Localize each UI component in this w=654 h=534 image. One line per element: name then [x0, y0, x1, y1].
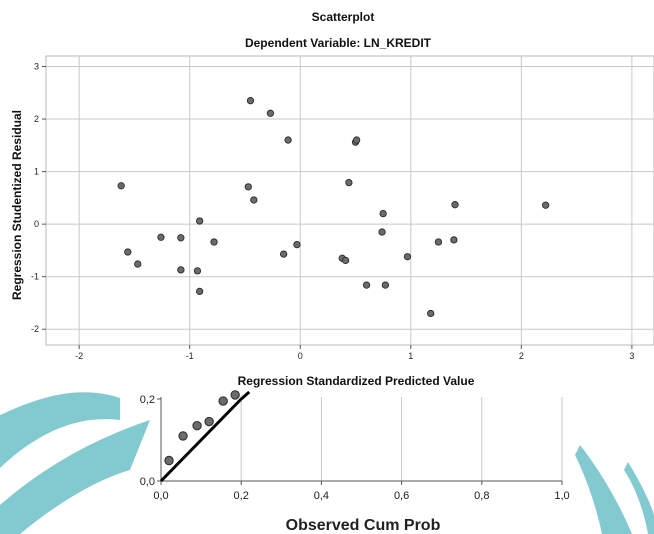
pp-x-tick-label: 0,8 [474, 490, 489, 502]
pp-y-tick-label: 0,2 [140, 394, 155, 406]
y-tick-label: -1 [31, 272, 39, 282]
pp-x-axis-label: Observed Cum Prob [286, 517, 441, 534]
y-tick-label: 1 [34, 167, 39, 177]
y-tick-label: 3 [34, 62, 39, 72]
y-tick-label: 2 [34, 114, 39, 124]
scatter-point [193, 267, 202, 275]
scatter-point [157, 233, 165, 241]
scatter-point [196, 287, 204, 296]
pp-point [192, 420, 202, 431]
scatter-point [177, 234, 185, 242]
x-tick-label: -2 [75, 351, 83, 361]
grid-lines [46, 56, 654, 345]
scatter-point [210, 238, 218, 246]
x-tick-label: 3 [629, 351, 634, 361]
pp-y-tick-label: 0,0 [140, 476, 155, 488]
scatter-point [352, 136, 361, 144]
x-axis-label: Regression Standardized Predicted Value [238, 374, 475, 388]
scatter-point [403, 253, 412, 261]
pp-reference-line-extension [240, 390, 251, 401]
y-axis-ticks: -2 -1 0 1 2 3 [31, 62, 46, 334]
plot-area [45, 55, 654, 346]
scatter-point [244, 183, 252, 191]
watermark-swoosh-right [575, 445, 632, 534]
scatter-point [362, 281, 371, 289]
scatter-point [117, 182, 125, 190]
scatter-point [542, 201, 550, 209]
scatter-point [250, 196, 258, 204]
pp-points [164, 390, 240, 466]
watermark-swoosh-right-2 [624, 462, 654, 534]
y-tick-label: 0 [34, 219, 39, 229]
scatter-point [246, 97, 255, 105]
pp-point [164, 455, 174, 466]
scatter-point [293, 240, 301, 249]
scatter-point [177, 266, 185, 274]
scatter-point [345, 178, 353, 187]
x-tick-label: 0 [298, 351, 303, 361]
pp-x-tick-label: 0,0 [153, 490, 168, 502]
scatter-point [124, 248, 132, 256]
scatter-point [134, 260, 142, 268]
pp-point [178, 431, 188, 441]
scatter-point [284, 136, 292, 144]
scatter-point [266, 109, 275, 117]
scatter-point [341, 256, 350, 265]
scatter-point [381, 281, 390, 289]
pp-y-axis-ticks: 0,0 0,2 [140, 394, 161, 488]
x-tick-label: 2 [519, 351, 524, 361]
pp-grid-lines [160, 397, 563, 482]
pp-x-tick-label: 0,6 [394, 490, 409, 502]
scatter-point [196, 217, 204, 225]
pp-reference-line [159, 390, 251, 483]
chart-title: Scatterplot [312, 10, 375, 24]
x-tick-label: -1 [186, 351, 194, 361]
residual-scatterplot: Scatterplot Dependent Variable: LN_KREDI… [10, 10, 654, 388]
scatter-point [379, 209, 387, 218]
watermark-swoosh-left-2 [0, 420, 150, 534]
y-axis-label: Regression Studentized Residual [10, 110, 24, 300]
pp-point [204, 416, 214, 427]
scatter-points [117, 97, 550, 318]
pp-x-tick-label: 0,4 [314, 490, 329, 502]
x-tick-label: 1 [408, 351, 413, 361]
watermark-swoosh-left [0, 392, 120, 468]
scatter-point [378, 228, 386, 236]
pp-x-axis-ticks: 0,0 0,2 0,4 0,6 0,8 1,0 [153, 481, 570, 502]
pp-reference-line-segment [159, 397, 243, 483]
pp-x-tick-label: 1,0 [554, 490, 569, 502]
pp-x-tick-label: 0,2 [234, 490, 249, 502]
scatter-point [451, 201, 459, 209]
scatter-point [280, 250, 288, 258]
scatter-point [434, 238, 443, 246]
pp-point [230, 390, 240, 400]
pp-point [218, 396, 228, 406]
scatter-point [450, 236, 458, 244]
chart-subtitle: Dependent Variable: LN_KREDIT [245, 36, 432, 50]
y-tick-label: -2 [31, 324, 39, 334]
x-axis-ticks: -2 -1 0 1 2 3 [75, 345, 634, 361]
scatter-point [427, 309, 435, 318]
